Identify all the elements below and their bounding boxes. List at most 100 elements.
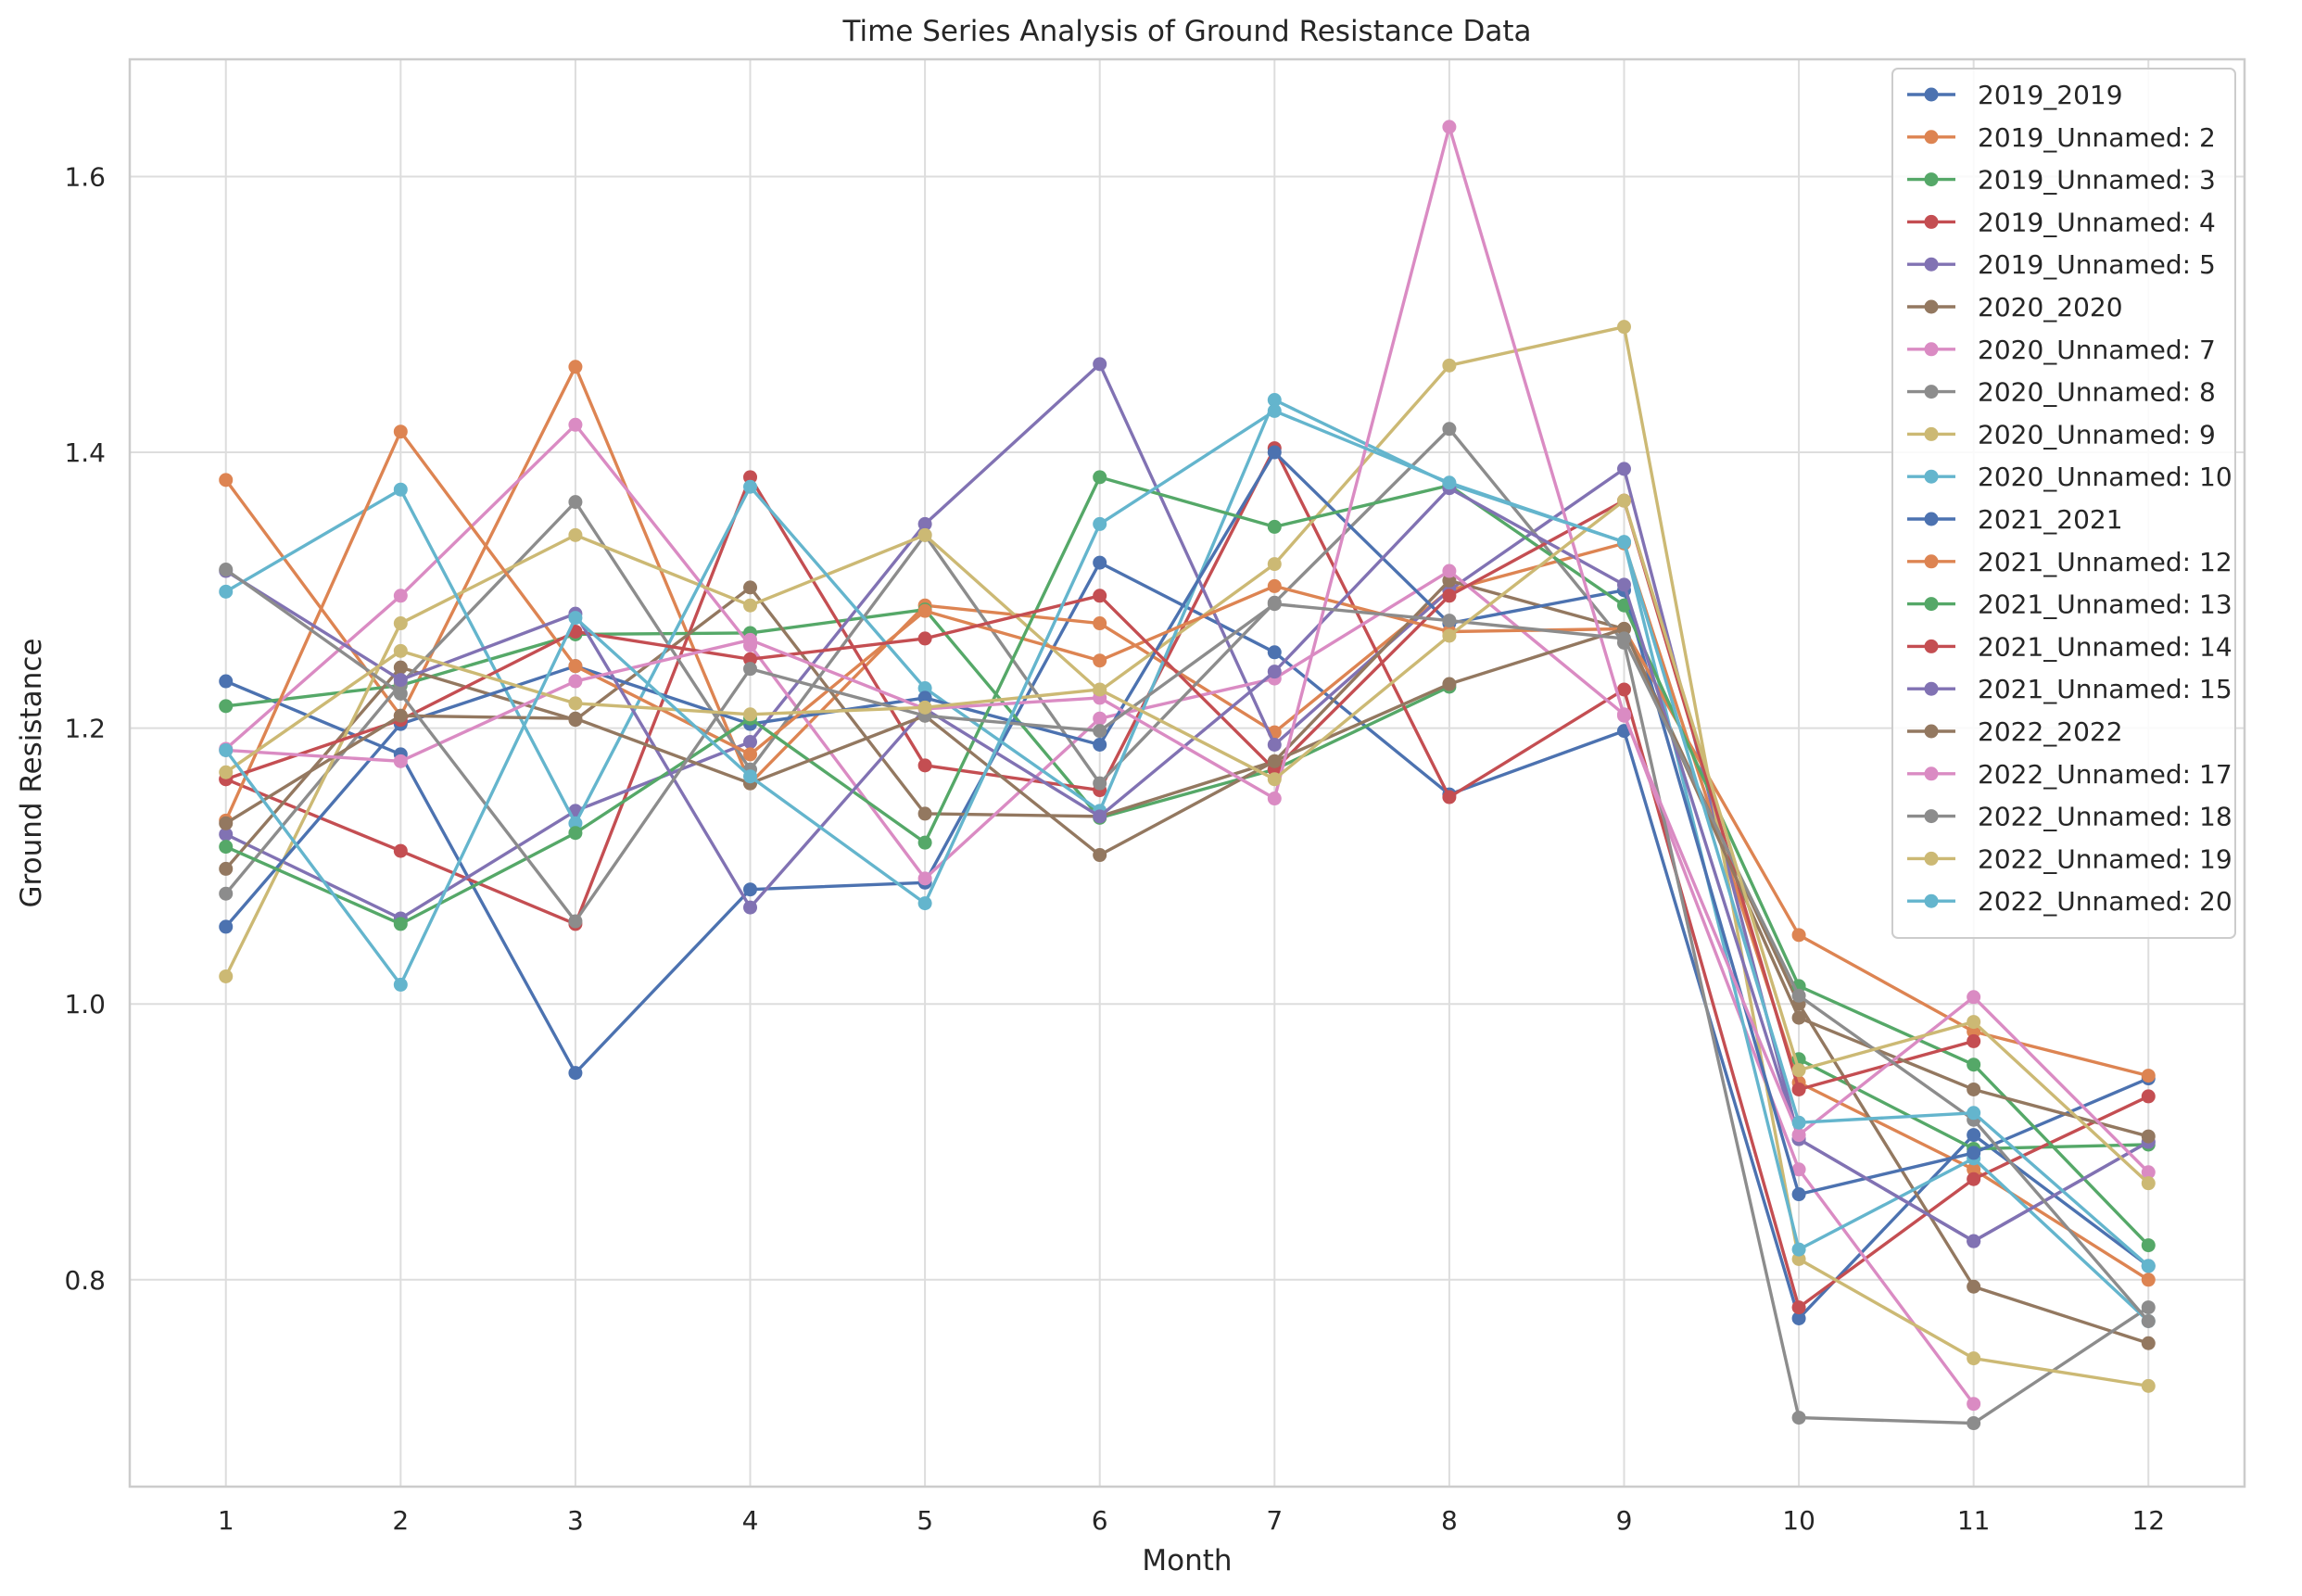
- data-point: [1442, 790, 1457, 804]
- data-point: [568, 696, 583, 711]
- legend-label: 2020_2020: [1978, 292, 2123, 323]
- series-line: [224, 365, 2150, 1282]
- legend-box: [1891, 68, 2236, 939]
- x-tick-label: 5: [917, 1505, 933, 1536]
- legend-label: 2020_Unnamed: 8: [1978, 377, 2216, 408]
- data-point: [219, 919, 234, 934]
- legend-swatch-marker: [1924, 87, 1939, 102]
- data-point: [1267, 645, 1282, 660]
- data-point: [1267, 772, 1282, 787]
- data-point: [743, 769, 758, 784]
- legend-label: 2022_2022: [1978, 716, 2123, 747]
- series-group: [219, 470, 2156, 1253]
- data-point: [568, 527, 583, 542]
- legend-swatch-marker: [1924, 130, 1939, 145]
- x-tick-label: 7: [1266, 1505, 1283, 1536]
- data-point: [917, 871, 932, 886]
- data-point: [219, 827, 234, 842]
- data-point: [1967, 1015, 1981, 1030]
- legend-swatch-marker: [1924, 681, 1939, 696]
- data-point: [743, 632, 758, 647]
- data-point: [743, 735, 758, 750]
- data-point: [219, 584, 234, 599]
- legend-swatch-marker: [1924, 512, 1939, 526]
- legend-label: 2022_Unnamed: 20: [1978, 886, 2232, 917]
- data-point: [2141, 1089, 2156, 1104]
- data-point: [1442, 628, 1457, 643]
- y-tick-label: 1.2: [64, 714, 106, 744]
- legend-swatch-marker: [1924, 299, 1939, 314]
- legend-label: 2022_Unnamed: 19: [1978, 843, 2232, 874]
- data-point: [219, 861, 234, 876]
- data-point: [1267, 737, 1282, 752]
- legend-item: 2022_Unnamed: 17: [1907, 759, 2232, 790]
- x-axis-label: Month: [1142, 1544, 1232, 1577]
- data-point: [219, 674, 234, 689]
- data-point: [1616, 535, 1631, 550]
- data-point: [1093, 776, 1107, 791]
- data-point: [1267, 393, 1282, 408]
- x-tick-label: 12: [2131, 1505, 2165, 1536]
- legend-swatch-marker: [1924, 766, 1939, 781]
- x-tick-label: 8: [1441, 1505, 1458, 1536]
- data-point: [917, 680, 932, 695]
- data-point: [1093, 737, 1107, 752]
- data-point: [1442, 573, 1457, 588]
- series-line: [224, 324, 2149, 1388]
- legend-label: 2021_Unnamed: 14: [1978, 631, 2232, 662]
- series-line: [225, 446, 2150, 1310]
- data-point: [1616, 682, 1631, 697]
- data-point: [1967, 1162, 1981, 1177]
- data-point: [917, 527, 932, 542]
- data-point: [1267, 519, 1282, 534]
- data-point: [1791, 1115, 1806, 1130]
- data-point: [1616, 622, 1631, 637]
- data-point: [1267, 403, 1282, 418]
- data-point: [219, 563, 234, 577]
- data-point: [393, 708, 408, 723]
- data-point: [2141, 1129, 2156, 1144]
- data-point: [743, 470, 758, 485]
- y-tick-label: 1.6: [64, 161, 106, 192]
- legend-label: 2022_Unnamed: 18: [1978, 802, 2232, 832]
- data-point: [1967, 1146, 1981, 1160]
- legend-item: 2019_Unnamed: 2: [1907, 122, 2216, 153]
- data-point: [917, 631, 932, 646]
- data-point: [1442, 677, 1457, 691]
- data-point: [219, 840, 234, 855]
- data-point: [1791, 1311, 1806, 1325]
- data-point: [393, 917, 408, 931]
- data-point: [1967, 1351, 1981, 1366]
- legend-label: 2021_Unnamed: 12: [1978, 547, 2232, 577]
- data-point: [219, 886, 234, 901]
- legend-label: 2019_Unnamed: 5: [1978, 249, 2216, 280]
- data-point: [1442, 422, 1457, 437]
- data-point: [568, 816, 583, 830]
- chart-title: Time Series Analysis of Ground Resistanc…: [841, 15, 1531, 48]
- data-point: [1791, 1251, 1806, 1266]
- data-point: [743, 662, 758, 677]
- legend-label: 2021_Unnamed: 15: [1978, 674, 2232, 704]
- legend: 2019_2019 2019_Unnamed: 2 2019_Unnamed: 3 2…: [1891, 68, 2236, 939]
- data-point: [2141, 1336, 2156, 1350]
- data-point: [1791, 1128, 1806, 1143]
- legend-swatch-marker: [1924, 257, 1939, 272]
- x-tick-label: 9: [1616, 1505, 1633, 1536]
- legend-item: 2020_Unnamed: 7: [1907, 335, 2216, 365]
- data-point: [568, 360, 583, 374]
- legend-swatch-marker: [1924, 724, 1939, 739]
- series-group: [219, 563, 2156, 1328]
- data-point: [743, 580, 758, 595]
- plot-frame: [128, 57, 2246, 1488]
- data-point: [1093, 616, 1107, 631]
- data-point: [568, 659, 583, 674]
- series-group: [219, 493, 2156, 1191]
- legend-label: 2019_2019: [1978, 80, 2123, 110]
- data-point: [568, 495, 583, 510]
- legend-swatch-marker: [1924, 893, 1939, 908]
- data-point: [1267, 792, 1282, 806]
- data-point: [219, 816, 234, 830]
- data-point: [1442, 614, 1457, 628]
- series-line: [224, 430, 2149, 1078]
